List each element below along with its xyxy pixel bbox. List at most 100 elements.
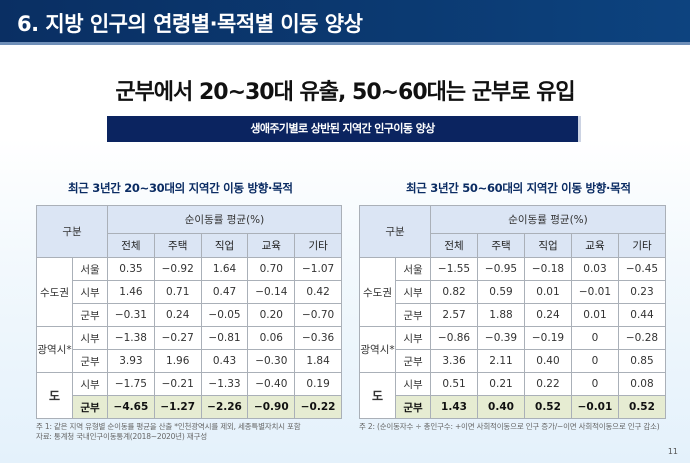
- table-cell: 0.24: [153, 303, 202, 327]
- page-number: 11: [667, 447, 678, 456]
- table-cell: 0.03: [570, 257, 619, 281]
- row-label: 군부: [71, 349, 109, 373]
- column-header: 전체: [107, 233, 155, 258]
- table-cell: 3.93: [107, 349, 155, 373]
- table-cell: −0.01: [570, 280, 619, 304]
- table-row: 군부 3.36 2.11 0.40 0 0.85: [360, 349, 667, 373]
- table-cell: 0.08: [617, 372, 667, 396]
- table-cell: 0.19: [294, 372, 342, 396]
- table-cell: −0.19: [523, 326, 572, 350]
- footnote: 주 2: (순이동자수 ÷ 총인구수: +이면 사회적이동으로 인구 증가/−이…: [359, 422, 660, 431]
- table-cell: 0.22: [523, 372, 572, 396]
- table-cell: 1.88: [477, 303, 525, 327]
- table-cell: −1.33: [200, 372, 249, 396]
- row-group-label: 수도권: [359, 257, 396, 327]
- table-cell: 3.36: [430, 349, 478, 373]
- table-cell: 0.71: [153, 280, 202, 304]
- column-header: 교육: [570, 233, 619, 258]
- table-cell: 0: [570, 326, 619, 350]
- table-cell: 0.47: [200, 280, 249, 304]
- table-cell: 0.43: [200, 349, 249, 373]
- table-cell: −2.26: [200, 395, 249, 419]
- table-cell: −0.22: [294, 395, 342, 419]
- table-cell: 1.96: [153, 349, 202, 373]
- table-cell: 0.20: [247, 303, 296, 327]
- table-20-30s: 구분 순이동률 평균(%) 전체 주택 직업 교육 기타 수도권 서울 0.35 −0…: [35, 205, 342, 419]
- table-50-60s: 구분 순이동률 평균(%) 전체 주택 직업 교육 기타 수도권 서울 −1.55−…: [358, 205, 667, 419]
- table-row: 수도권 서울 −1.55 −0.95 −0.18 0.03 −0.45: [359, 257, 667, 327]
- table-row: 수도권 서울 0.35 −0.92 1.64 0.70 −1.07: [36, 257, 342, 327]
- table-cell: −0.40: [247, 372, 296, 396]
- table-row: 광역시* 시부 −0.86 −0.39 −0.19 0 −0.28: [359, 326, 667, 373]
- column-header: 주택: [477, 233, 525, 258]
- table-cell: 1.43: [430, 395, 478, 419]
- table-cell: 0.01: [570, 303, 619, 327]
- table-cell: −0.05: [200, 303, 249, 327]
- table-cell: 0.52: [523, 395, 572, 419]
- row-label: 시부: [394, 280, 432, 304]
- table-2-notes: 주 2: (순이동자수 ÷ 총인구수: +이면 사회적이동으로 인구 증가/−이…: [359, 422, 660, 432]
- table-cell: −0.90: [247, 395, 296, 419]
- row-label: 서울: [394, 257, 432, 281]
- table-row: 도 시부 −1.75 −0.21 −1.33 −0.40 0.19: [36, 372, 342, 419]
- source-note: 자료: 통계청 국내인구이동통계(2018~2020년) 재구성: [36, 432, 207, 441]
- row-label: 군부: [394, 303, 432, 327]
- table-row: 도 시부 0.51 0.21 0.22 0 0.08: [359, 372, 667, 419]
- table-cell: 1.84: [294, 349, 342, 373]
- table-corner-header: 구분: [358, 205, 432, 258]
- slide-title-bar: 6. 지방 인구의 연령별·목적별 이동 양상: [0, 0, 690, 45]
- table-cell: 0.06: [247, 326, 296, 350]
- table-cell: −0.01: [570, 395, 619, 419]
- table-cell: 0.40: [523, 349, 572, 373]
- row-label: 군부: [71, 303, 109, 327]
- row-label: 시부: [394, 326, 432, 350]
- table-cell: 0: [570, 372, 619, 396]
- table-cell: 1.64: [200, 257, 249, 281]
- table-cell: −0.31: [107, 303, 155, 327]
- table-cell: −1.38: [107, 326, 155, 350]
- table-cell: 0.82: [430, 280, 478, 304]
- table-cell: −0.95: [477, 257, 525, 281]
- subtitle-banner: 생애주기별로 상반된 지역간 인구이동 양상: [107, 116, 581, 142]
- row-label: 시부: [71, 372, 109, 396]
- table-cell: 0.21: [477, 372, 525, 396]
- table-cell: −1.27: [153, 395, 202, 419]
- column-header: 기타: [617, 233, 667, 258]
- table-cell: −0.70: [294, 303, 342, 327]
- table-cell: −0.36: [294, 326, 342, 350]
- column-header: 직업: [200, 233, 249, 258]
- table-cell: −4.65: [107, 395, 155, 419]
- table-row: 군부 3.93 1.96 0.43 −0.30 1.84: [37, 349, 342, 373]
- column-header: 기타: [294, 233, 342, 258]
- table-cell: 0.52: [617, 395, 667, 419]
- table-cell: 0.24: [523, 303, 572, 327]
- table-row: 군부 1.43 0.40 0.52 −0.01 0.52: [360, 395, 667, 419]
- table-cell: 0.23: [617, 280, 667, 304]
- table-cell: −0.45: [617, 257, 667, 281]
- table-cell: 0.44: [617, 303, 667, 327]
- table-row: 광역시* 시부 −1.38 −0.27 −0.81 0.06 −0.36: [36, 326, 342, 373]
- row-label: 군부: [71, 395, 109, 419]
- table-group-header: 순이동률 평균(%): [430, 205, 666, 234]
- table-cell: 0.35: [107, 257, 155, 281]
- column-header: 주택: [153, 233, 202, 258]
- table-1-notes: 주 1: 같은 지역 유형별 순이동률 평균을 산출 *인천광역시를 제외, 세…: [36, 422, 301, 442]
- slide-title: 6. 지방 인구의 연령별·목적별 이동 양상: [17, 12, 363, 36]
- table-row: 군부 2.57 1.88 0.24 0.01 0.44: [360, 303, 667, 327]
- table-cell: 0: [570, 349, 619, 373]
- table-cell: 1.46: [107, 280, 155, 304]
- row-label: 시부: [394, 372, 432, 396]
- table-cell: −0.21: [153, 372, 202, 396]
- table-cell: 0.70: [247, 257, 296, 281]
- table-cell: −0.30: [247, 349, 296, 373]
- table-cell: −0.27: [153, 326, 202, 350]
- table-row: 시부 1.46 0.71 0.47 −0.14 0.42: [37, 280, 342, 304]
- table-cell: −0.18: [523, 257, 572, 281]
- table-cell: 0.85: [617, 349, 667, 373]
- row-group-label: 수도권: [36, 257, 73, 327]
- table-group-header: 순이동률 평균(%): [107, 205, 342, 234]
- table-row: 시부 0.82 0.59 0.01 −0.01 0.23: [360, 280, 667, 304]
- table-cell: −0.86: [430, 326, 478, 350]
- table-corner-header: 구분: [35, 205, 109, 258]
- row-label: 군부: [394, 349, 432, 373]
